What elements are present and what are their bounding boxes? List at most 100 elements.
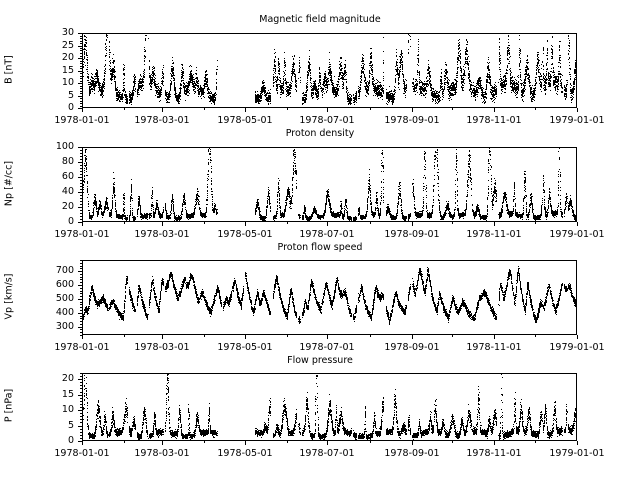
y-tick-proton-flow-speed (78, 299, 82, 300)
x-tick-label-flow-pressure: 1978-11-01 (466, 448, 522, 459)
x-tick-flow-pressure (162, 441, 163, 445)
y-minor-tick-magnetic-field-magnitude (80, 48, 82, 49)
y-tick-label-magnetic-field-magnitude: 0 (67, 102, 74, 113)
x-minor-tick-proton-flow-speed (204, 335, 205, 337)
y-minor-tick-proton-flow-speed (80, 318, 82, 319)
y-minor-tick-proton-flow-speed (80, 288, 82, 289)
y-minor-tick-flow-pressure (80, 435, 82, 436)
y-tick-proton-density (78, 147, 82, 148)
x-tick-proton-flow-speed (82, 335, 83, 339)
axes-frame-flow-pressure (82, 373, 577, 441)
x-tick-proton-density (82, 222, 83, 226)
y-minor-tick-flow-pressure (80, 416, 82, 417)
y-tick-proton-flow-speed (78, 327, 82, 328)
y-minor-tick-proton-density (80, 150, 82, 151)
y-minor-tick-magnetic-field-magnitude (80, 73, 82, 74)
plot-points-proton-flow-speed (83, 261, 576, 334)
y-tick-magnetic-field-magnitude (78, 83, 82, 84)
x-tick-flow-pressure (82, 441, 83, 445)
y-minor-tick-proton-density (80, 156, 82, 157)
y-tick-proton-density (78, 222, 82, 223)
x-minor-tick-proton-flow-speed (535, 335, 536, 337)
y-minor-tick-magnetic-field-magnitude (80, 106, 82, 107)
y-tick-flow-pressure (78, 426, 82, 427)
x-minor-tick-proton-density (204, 222, 205, 224)
x-minor-tick-proton-flow-speed (452, 335, 453, 337)
y-tick-magnetic-field-magnitude (78, 33, 82, 34)
x-tick-label-proton-flow-speed: 1979-01-01 (549, 342, 605, 353)
panel-title-proton-flow-speed: Proton flow speed (277, 242, 363, 253)
x-tick-label-flow-pressure: 1978-05-01 (217, 448, 273, 459)
y-tick-proton-density (78, 177, 82, 178)
x-tick-label-flow-pressure: 1978-07-01 (299, 448, 355, 459)
y-minor-tick-magnetic-field-magnitude (80, 61, 82, 62)
y-tick-label-magnetic-field-magnitude: 5 (67, 90, 74, 101)
x-tick-label-proton-density: 1978-03-01 (134, 229, 190, 240)
x-minor-tick-flow-pressure (370, 441, 371, 443)
y-minor-tick-magnetic-field-magnitude (80, 38, 82, 39)
y-tick-label-proton-flow-speed: 400 (55, 307, 74, 318)
x-tick-proton-density (494, 222, 495, 226)
y-minor-tick-flow-pressure (80, 419, 82, 420)
y-minor-tick-proton-density (80, 168, 82, 169)
x-tick-magnetic-field-magnitude (162, 108, 163, 112)
y-minor-tick-flow-pressure (80, 392, 82, 393)
y-minor-tick-proton-flow-speed (80, 310, 82, 311)
y-tick-flow-pressure (78, 395, 82, 396)
x-minor-tick-magnetic-field-magnitude (287, 108, 288, 110)
y-minor-tick-proton-flow-speed (80, 268, 82, 269)
x-tick-magnetic-field-magnitude (327, 108, 328, 112)
y-tick-magnetic-field-magnitude (78, 46, 82, 47)
y-minor-tick-magnetic-field-magnitude (80, 43, 82, 44)
y-minor-tick-proton-flow-speed (80, 296, 82, 297)
y-minor-tick-magnetic-field-magnitude (80, 68, 82, 69)
plot-points-flow-pressure (83, 374, 576, 440)
x-tick-flow-pressure (245, 441, 246, 445)
y-tick-label-proton-flow-speed: 500 (55, 293, 74, 304)
y-minor-tick-proton-density (80, 159, 82, 160)
y-minor-tick-proton-density (80, 180, 82, 181)
y-tick-label-magnetic-field-magnitude: 30 (61, 27, 74, 38)
y-minor-tick-proton-flow-speed (80, 335, 82, 336)
y-tick-label-proton-flow-speed: 600 (55, 279, 74, 290)
y-minor-tick-proton-density (80, 219, 82, 220)
y-minor-tick-flow-pressure (80, 438, 82, 439)
y-minor-tick-proton-flow-speed (80, 307, 82, 308)
x-tick-label-magnetic-field-magnitude: 1978-01-01 (54, 115, 110, 126)
y-minor-tick-flow-pressure (80, 385, 82, 386)
plot-points-proton-density (83, 148, 576, 221)
y-tick-proton-flow-speed (78, 271, 82, 272)
y-tick-flow-pressure (78, 441, 82, 442)
y-minor-tick-proton-density (80, 210, 82, 211)
y-tick-label-proton-density: 60 (61, 171, 74, 182)
x-minor-tick-flow-pressure (124, 441, 125, 443)
y-minor-tick-flow-pressure (80, 422, 82, 423)
x-tick-proton-density (412, 222, 413, 226)
y-tick-proton-density (78, 192, 82, 193)
x-tick-label-proton-density: 1978-01-01 (54, 229, 110, 240)
x-minor-tick-proton-density (287, 222, 288, 224)
x-tick-label-proton-density: 1978-07-01 (299, 229, 355, 240)
y-minor-tick-magnetic-field-magnitude (80, 81, 82, 82)
y-tick-label-flow-pressure: 20 (61, 373, 74, 384)
x-minor-tick-magnetic-field-magnitude (452, 108, 453, 110)
y-minor-tick-flow-pressure (80, 404, 82, 405)
plot-points-magnetic-field-magnitude (83, 34, 576, 107)
y-minor-tick-flow-pressure (80, 413, 82, 414)
x-tick-label-proton-density: 1978-09-01 (384, 229, 440, 240)
y-minor-tick-proton-density (80, 213, 82, 214)
x-minor-tick-proton-flow-speed (287, 335, 288, 337)
x-minor-tick-proton-density (452, 222, 453, 224)
y-minor-tick-proton-flow-speed (80, 302, 82, 303)
x-tick-flow-pressure (494, 441, 495, 445)
x-tick-label-magnetic-field-magnitude: 1978-05-01 (217, 115, 273, 126)
y-minor-tick-magnetic-field-magnitude (80, 63, 82, 64)
y-minor-tick-proton-density (80, 186, 82, 187)
x-tick-label-proton-density: 1978-11-01 (466, 229, 522, 240)
y-minor-tick-proton-flow-speed (80, 274, 82, 275)
y-tick-label-proton-density: 100 (55, 141, 74, 152)
x-tick-magnetic-field-magnitude (245, 108, 246, 112)
y-minor-tick-flow-pressure (80, 376, 82, 377)
y-minor-tick-proton-flow-speed (80, 293, 82, 294)
y-minor-tick-flow-pressure (80, 407, 82, 408)
